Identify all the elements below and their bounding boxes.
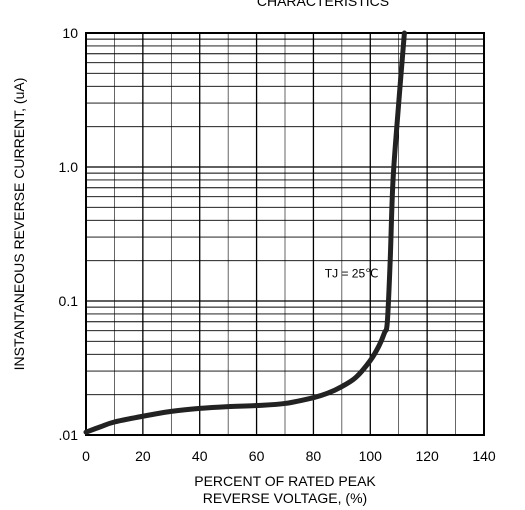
chart-title: CHARACTERISTICS: [257, 0, 389, 9]
x-tick-label: 20: [135, 448, 151, 464]
x-tick-label: 100: [359, 448, 383, 464]
y-tick-label: 1.0: [59, 159, 79, 175]
x-tick-label: 140: [472, 448, 496, 464]
x-axis-title-line-2: REVERSE VOLTAGE, (%): [203, 490, 367, 506]
x-tick-labels: 0 20 40 60 80 100 120 140: [82, 448, 496, 464]
temperature-annotation: TJ = 25℃: [325, 266, 379, 280]
x-tick-label: 60: [249, 448, 265, 464]
x-axis-title-line-1: PERCENT OF RATED PEAK: [194, 473, 376, 489]
y-tick-label: .01: [59, 427, 79, 443]
series-line: [83, 30, 407, 435]
y-axis-title: INSTANTANEOUS REVERSE CURRENT, (uA): [11, 78, 27, 371]
x-tick-label: 40: [192, 448, 208, 464]
y-tick-label: 10: [62, 25, 78, 41]
y-tick-label: 0.1: [59, 293, 79, 309]
y-tick-labels: .01 0.1 1.0 10: [59, 25, 79, 443]
x-tick-label: 80: [306, 448, 322, 464]
grid: [85, 33, 485, 436]
plot-frame: [85, 32, 485, 436]
x-tick-label: 0: [82, 448, 90, 464]
x-tick-label: 120: [415, 448, 439, 464]
